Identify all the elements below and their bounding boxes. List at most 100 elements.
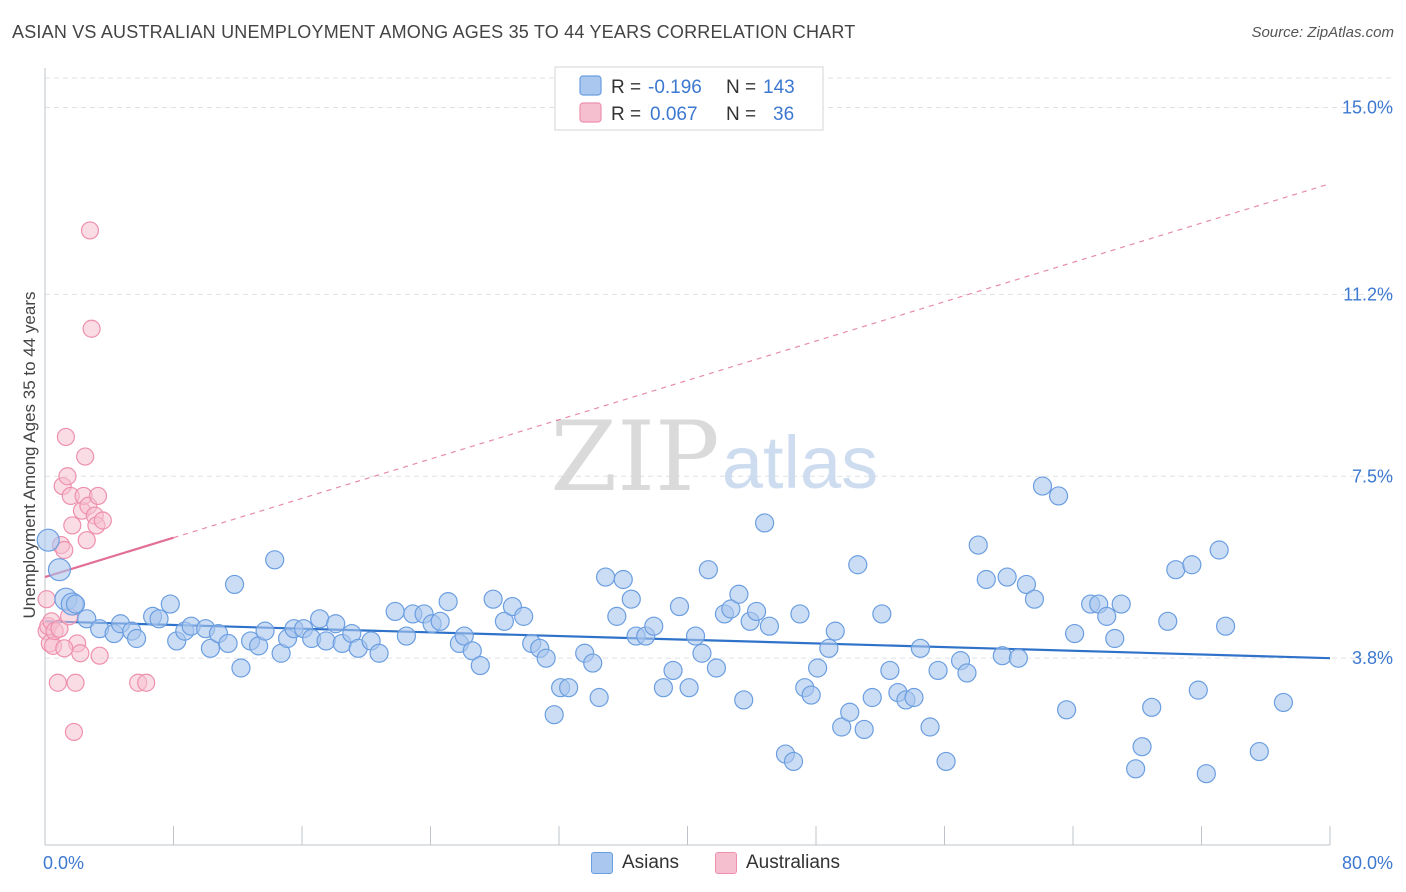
asians-point <box>1056 700 1077 720</box>
asians-point <box>77 609 97 629</box>
asians-point <box>801 685 821 705</box>
asians-point <box>438 592 458 612</box>
australians-point <box>58 467 77 486</box>
australians-point <box>55 639 74 658</box>
australians-point <box>66 673 85 692</box>
asians-point <box>589 687 609 708</box>
asians-point <box>514 606 534 626</box>
asians-point <box>1188 680 1208 700</box>
axes <box>44 68 1331 846</box>
watermark-atlas: atlas <box>722 421 878 504</box>
asians-point <box>936 751 956 772</box>
asians-point <box>462 641 482 661</box>
asians-point <box>685 626 706 646</box>
asians-point <box>1158 611 1178 631</box>
asians-point <box>746 601 767 622</box>
asians-point <box>1249 741 1269 762</box>
chart-title: ASIAN VS AUSTRALIAN UNEMPLOYMENT AMONG A… <box>12 22 856 42</box>
asians-point <box>265 550 285 570</box>
asians-point <box>819 638 839 658</box>
watermark-zip: ZIP <box>550 401 719 513</box>
asians-point <box>759 616 780 636</box>
australians-point <box>82 319 101 338</box>
asians-point <box>698 560 718 580</box>
legend-item-australians[interactable]: Australians <box>715 852 840 874</box>
legend-label-australians: Australians <box>746 852 840 873</box>
asians-point <box>494 611 514 631</box>
asians-point <box>316 631 336 651</box>
australians-point <box>48 673 67 692</box>
asians-point <box>729 584 749 604</box>
asians-point <box>692 643 712 663</box>
asians-point <box>721 599 741 619</box>
asians-point <box>595 567 616 587</box>
legend-label-asians: Asians <box>622 852 680 873</box>
asians-point <box>385 601 405 622</box>
asians-point <box>1032 476 1053 496</box>
asians-point <box>1111 594 1131 614</box>
asians-point <box>920 717 940 737</box>
asians-point <box>840 702 860 722</box>
asians-point <box>454 626 474 646</box>
asians-point <box>872 604 892 624</box>
asians-point <box>126 628 147 649</box>
asians-point <box>583 653 603 673</box>
asians-point <box>396 626 417 646</box>
asians-point <box>326 614 346 634</box>
legend-australians-swatch <box>579 102 602 123</box>
asians-point <box>663 660 683 681</box>
asians-point <box>65 594 86 614</box>
asians-point <box>1273 692 1294 713</box>
australians-point <box>137 673 156 692</box>
australians-trendline-extended <box>173 183 1331 539</box>
asians-point <box>734 690 754 710</box>
legend-item-asians[interactable]: Asians <box>591 852 679 874</box>
asians-point <box>754 513 775 533</box>
asians-point <box>808 658 828 678</box>
asians-point <box>607 606 627 626</box>
legend-n-label: N = <box>726 77 756 98</box>
asians-point <box>1182 555 1202 575</box>
asians-point <box>1215 616 1236 636</box>
asians-point <box>47 558 72 582</box>
australians-point <box>90 646 109 665</box>
asians-point <box>160 594 180 614</box>
asians-point <box>1016 574 1037 595</box>
australians-point <box>37 590 56 609</box>
x-tick-label: 80.0% <box>1342 853 1393 873</box>
tick-labels: 3.8% 7.5% 11.2% 15.0% 0.0% 80.0% <box>43 98 1393 874</box>
asians-point <box>559 678 579 698</box>
asians-point <box>997 567 1017 587</box>
asians-point <box>613 569 633 590</box>
asians-point <box>621 589 641 609</box>
asians-point <box>36 528 60 552</box>
legend-n-value: 143 <box>763 77 795 98</box>
asians-point <box>644 616 664 636</box>
asians-point <box>200 638 221 658</box>
asians-point <box>706 658 727 678</box>
asians-point <box>1209 540 1229 560</box>
asians-point <box>470 655 490 676</box>
asians-point <box>218 633 238 654</box>
asians-point <box>1196 764 1216 784</box>
australians-point <box>56 427 75 447</box>
y-tick-label: 15.0% <box>1342 98 1393 118</box>
legend-bottom: Asians Australians <box>0 850 1406 880</box>
legend-r-value: -0.196 <box>648 77 702 98</box>
asians-point <box>255 621 275 641</box>
legend-n-value: 36 <box>773 104 794 125</box>
asians-point <box>1024 589 1045 609</box>
asians-point <box>679 678 699 698</box>
asians-point <box>1126 759 1146 779</box>
asians-point <box>536 648 556 668</box>
asians-point <box>904 687 924 708</box>
asians-point <box>854 719 874 740</box>
australians-points <box>37 221 156 742</box>
australians-point <box>55 540 74 560</box>
asians-point <box>149 609 169 629</box>
y-tick-label: 11.2% <box>1343 284 1393 304</box>
asians-point <box>1065 623 1085 644</box>
asians-point <box>957 663 977 683</box>
australians-point <box>64 722 84 742</box>
asians-point <box>224 574 245 595</box>
